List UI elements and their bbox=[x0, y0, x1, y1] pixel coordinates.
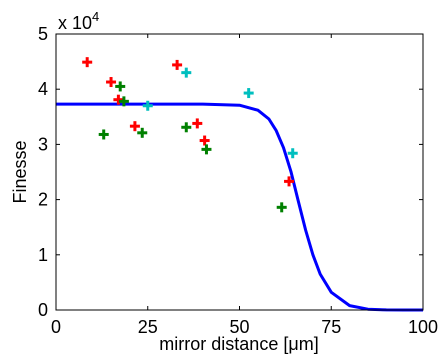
data-point bbox=[243, 88, 254, 99]
data-point bbox=[129, 121, 140, 132]
data-point bbox=[276, 202, 287, 213]
data-point bbox=[118, 96, 129, 107]
y-tick-label: 5 bbox=[38, 24, 48, 44]
axes: 0 25 50 75 100 0 1 2 3 4 5 bbox=[38, 24, 438, 337]
data-point bbox=[172, 59, 183, 70]
data-point bbox=[142, 100, 153, 111]
x-axis-label: mirror distance [μm] bbox=[159, 334, 318, 354]
y-tick-label: 2 bbox=[38, 190, 48, 210]
data-point bbox=[115, 81, 126, 92]
x-tick-label: 100 bbox=[408, 317, 438, 337]
y-tick-label: 3 bbox=[38, 134, 48, 154]
data-point bbox=[137, 127, 148, 138]
y-exponent-base: x 10 bbox=[58, 13, 92, 33]
y-exponent-label: x 104 bbox=[58, 9, 99, 33]
data-point bbox=[181, 67, 192, 78]
x-tick-label: 0 bbox=[51, 317, 61, 337]
data-point bbox=[106, 77, 117, 88]
y-axis-label: Finesse bbox=[10, 140, 30, 203]
data-point bbox=[113, 94, 124, 105]
y-tick-label: 0 bbox=[38, 300, 48, 320]
data-point bbox=[181, 122, 192, 133]
data-point bbox=[82, 57, 93, 68]
data-point bbox=[192, 118, 203, 129]
data-point bbox=[98, 129, 109, 140]
plot-area bbox=[56, 57, 423, 312]
x-tick-label: 50 bbox=[229, 317, 249, 337]
x-tick-label: 25 bbox=[138, 317, 158, 337]
data-point bbox=[287, 148, 298, 159]
fit-curve bbox=[56, 102, 423, 312]
data-point bbox=[284, 176, 295, 187]
data-point bbox=[201, 144, 212, 155]
y-exponent-power: 4 bbox=[92, 9, 99, 24]
y-tick-label: 4 bbox=[38, 79, 48, 99]
data-point bbox=[199, 135, 210, 146]
y-tick-label: 1 bbox=[38, 245, 48, 265]
x-tick-label: 75 bbox=[321, 317, 341, 337]
